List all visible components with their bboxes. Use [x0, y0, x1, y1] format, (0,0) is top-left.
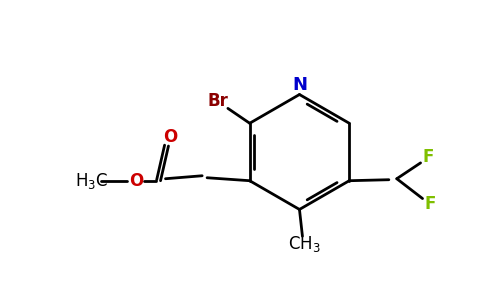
- Text: F: F: [423, 148, 434, 166]
- Text: N: N: [292, 76, 307, 94]
- Text: O: O: [129, 172, 143, 190]
- Text: CH$_3$: CH$_3$: [288, 234, 321, 254]
- Text: Br: Br: [208, 92, 228, 110]
- Text: H$_3$C: H$_3$C: [75, 171, 108, 191]
- Text: F: F: [425, 196, 436, 214]
- Text: O: O: [163, 128, 178, 146]
